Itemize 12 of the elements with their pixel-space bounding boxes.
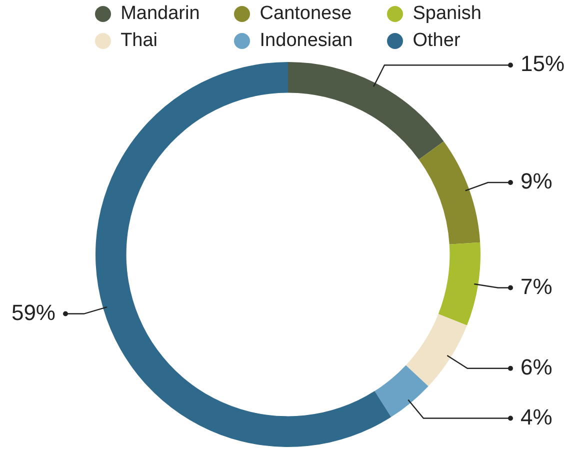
data-label: 7% — [520, 274, 552, 299]
legend-label: Cantonese — [260, 2, 352, 24]
legend-label: Mandarin — [120, 2, 200, 24]
legend-label: Indonesian — [260, 30, 353, 52]
legend-label: Other — [412, 30, 460, 52]
legend-label: Thai — [120, 30, 158, 52]
data-label: 6% — [520, 354, 552, 380]
data-label: 4% — [520, 404, 552, 430]
data-label: 59% — [11, 300, 56, 325]
data-label: 9% — [520, 168, 552, 194]
data-label: 15% — [520, 51, 565, 76]
legend-label: Spanish — [412, 2, 482, 24]
